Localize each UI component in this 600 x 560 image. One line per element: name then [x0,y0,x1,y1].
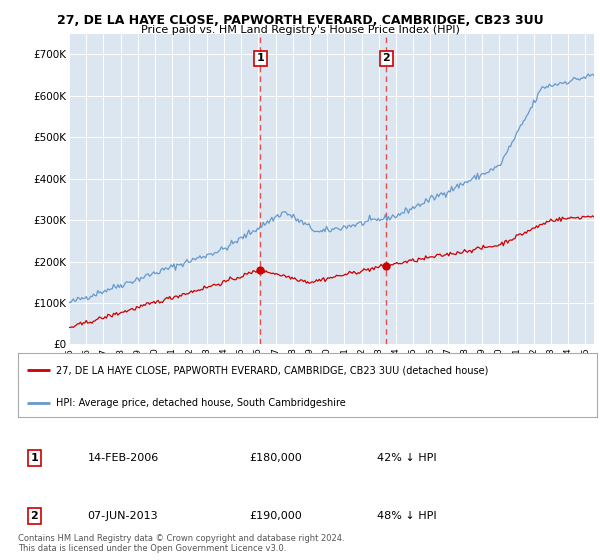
Text: Contains HM Land Registry data © Crown copyright and database right 2024.
This d: Contains HM Land Registry data © Crown c… [18,534,344,553]
Text: 42% ↓ HPI: 42% ↓ HPI [377,453,437,463]
Text: 1: 1 [31,453,38,463]
Text: £180,000: £180,000 [250,453,302,463]
Text: 27, DE LA HAYE CLOSE, PAPWORTH EVERARD, CAMBRIDGE, CB23 3UU (detached house): 27, DE LA HAYE CLOSE, PAPWORTH EVERARD, … [56,365,488,375]
Text: 48% ↓ HPI: 48% ↓ HPI [377,511,437,521]
Text: £190,000: £190,000 [250,511,302,521]
Text: Price paid vs. HM Land Registry's House Price Index (HPI): Price paid vs. HM Land Registry's House … [140,25,460,35]
Text: HPI: Average price, detached house, South Cambridgeshire: HPI: Average price, detached house, Sout… [56,398,346,408]
Text: 27, DE LA HAYE CLOSE, PAPWORTH EVERARD, CAMBRIDGE, CB23 3UU: 27, DE LA HAYE CLOSE, PAPWORTH EVERARD, … [56,14,544,27]
Text: 14-FEB-2006: 14-FEB-2006 [88,453,159,463]
Text: 2: 2 [383,53,390,63]
Text: 07-JUN-2013: 07-JUN-2013 [88,511,158,521]
Text: 2: 2 [31,511,38,521]
Text: 1: 1 [257,53,264,63]
